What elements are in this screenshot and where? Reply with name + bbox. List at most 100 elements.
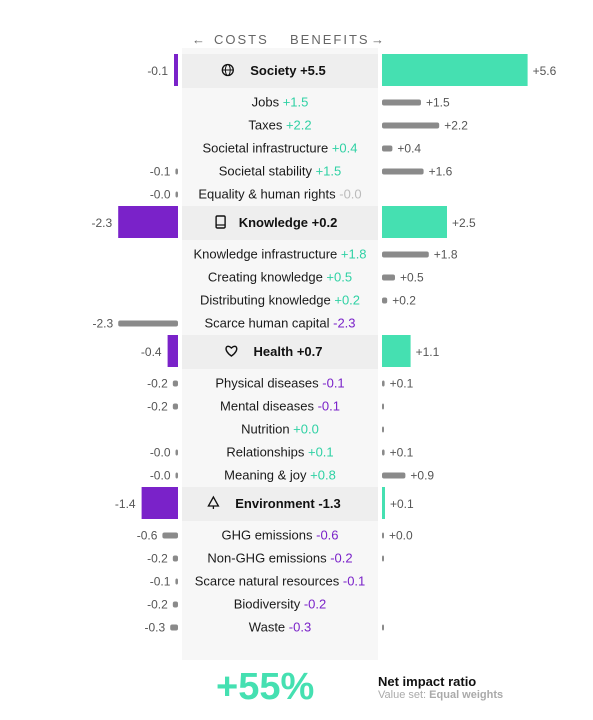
item-cost-bar — [162, 532, 178, 539]
item-label-net: +1.8 — [341, 247, 367, 262]
item-benefit-bar — [382, 380, 385, 387]
item-label: Scarce natural resources -0.1 — [195, 574, 366, 589]
item-benefit-bar — [382, 168, 424, 175]
benefits-arrow: → — [371, 32, 386, 47]
item-benefit-label: +0.0 — [389, 529, 413, 543]
item-cost-bar — [175, 191, 178, 198]
item-label-net: -0.1 — [318, 399, 340, 414]
group-title-environment-net: -1.3 — [318, 496, 340, 511]
item-cost-label: -0.0 — [150, 188, 171, 202]
net-impact-ratio-value: +55% — [216, 666, 315, 708]
item-benefit-bar — [382, 251, 429, 258]
item-cost-bar — [170, 624, 178, 631]
benefits-header: BENEFITS — [290, 32, 370, 47]
item-label-net: -0.1 — [322, 376, 344, 391]
book-icon — [215, 215, 226, 229]
item-label: GHG emissions -0.6 — [221, 528, 338, 543]
group-title-health: Health +0.7 — [253, 344, 322, 359]
group-benefit-bar — [382, 487, 385, 519]
item-label: Meaning & joy +0.8 — [224, 468, 336, 483]
item-benefit-bar — [382, 297, 388, 304]
item-label-name: Non-GHG emissions — [207, 551, 330, 566]
item-cost-bar — [175, 578, 178, 585]
item-label: Knowledge infrastructure +1.8 — [193, 247, 366, 262]
item-label-name: Relationships — [226, 445, 308, 460]
item-cost-label: -0.1 — [150, 165, 171, 179]
item-label: Nutrition +0.0 — [241, 422, 319, 437]
item-label-net: -0.2 — [304, 597, 326, 612]
item-cost-label: -2.3 — [93, 317, 114, 331]
heart-icon — [225, 345, 238, 357]
item-label-net: +0.5 — [326, 270, 352, 285]
item-label-name: Equality & human rights — [198, 187, 339, 202]
item-label-name: Knowledge infrastructure — [193, 247, 340, 262]
group-title-society-name: Society — [250, 63, 300, 78]
group-title-environment: Environment -1.3 — [235, 496, 340, 511]
group-benefit-bar — [382, 54, 528, 86]
item-label-net: +1.5 — [283, 95, 309, 110]
item-cost-label: -0.1 — [150, 575, 171, 589]
group-cost-label: -0.4 — [141, 345, 162, 359]
item-label-name: Biodiversity — [234, 597, 304, 612]
item-label-net: +0.0 — [293, 422, 319, 437]
item-benefit-bar — [382, 532, 384, 539]
item-cost-label: -0.2 — [147, 400, 168, 414]
item-label-net: -0.3 — [289, 620, 311, 635]
item-benefit-label: +2.2 — [444, 119, 468, 133]
item-label-name: Jobs — [252, 95, 283, 110]
item-benefit-label: +0.2 — [392, 294, 416, 308]
item-label: Societal infrastructure +0.4 — [202, 141, 357, 156]
group-band — [182, 206, 378, 240]
costs-header: COSTS — [214, 32, 269, 47]
item-label: Scarce human capital -2.3 — [204, 316, 355, 331]
item-cost-label: -0.2 — [147, 552, 168, 566]
item-benefit-label: +1.5 — [426, 96, 450, 110]
item-label: Non-GHG emissions -0.2 — [207, 551, 352, 566]
item-benefit-bar — [382, 403, 384, 410]
item-label-net: +0.4 — [332, 141, 358, 156]
value-set-line: Value set: Equal weights — [378, 689, 503, 701]
group-cost-bar — [118, 206, 178, 238]
item-benefit-label: +0.9 — [410, 469, 434, 483]
item-benefit-bar — [382, 624, 384, 631]
item-cost-bar — [172, 555, 178, 562]
item-label-name: Waste — [249, 620, 289, 635]
group-title-knowledge-name: Knowledge — [239, 215, 312, 230]
item-cost-label: -0.3 — [145, 621, 166, 635]
group-cost-bar — [174, 54, 178, 86]
item-benefit-bar — [382, 99, 421, 106]
group-band — [182, 335, 378, 369]
item-label-name: Nutrition — [241, 422, 293, 437]
item-label-name: Meaning & joy — [224, 468, 310, 483]
item-benefit-bar — [382, 449, 385, 456]
group-title-society: Society +5.5 — [250, 63, 326, 78]
group-title-health-net: +0.7 — [297, 344, 323, 359]
group-title-environment-name: Environment — [235, 496, 318, 511]
item-benefit-label: +0.1 — [390, 446, 414, 460]
group-band — [182, 487, 378, 521]
group-cost-label: -1.4 — [115, 497, 136, 511]
item-cost-bar — [175, 472, 178, 479]
group-benefit-label: +2.5 — [452, 216, 476, 230]
item-label-name: Mental diseases — [220, 399, 318, 414]
item-label-name: Societal infrastructure — [202, 141, 331, 156]
item-cost-bar — [172, 380, 178, 387]
costs-arrow: ← — [192, 32, 207, 47]
net-impact-ratio-title: Net impact ratio — [378, 674, 477, 689]
item-label-net: -2.3 — [333, 316, 355, 331]
item-label-net: -0.2 — [330, 551, 352, 566]
item-label-net: +0.1 — [308, 445, 334, 460]
item-label-net: +0.8 — [310, 468, 336, 483]
item-benefit-bar — [382, 145, 393, 152]
item-cost-label: -0.0 — [150, 469, 171, 483]
item-label: Distributing knowledge +0.2 — [200, 293, 360, 308]
group-benefit-label: +1.1 — [416, 345, 440, 359]
group-band — [182, 54, 378, 88]
item-cost-label: -0.0 — [150, 446, 171, 460]
item-cost-bar — [172, 601, 178, 608]
item-label: Waste -0.3 — [249, 620, 311, 635]
item-benefit-label: +1.6 — [429, 165, 453, 179]
item-label: Creating knowledge +0.5 — [208, 270, 352, 285]
value-set-value: Equal weights — [429, 689, 504, 701]
